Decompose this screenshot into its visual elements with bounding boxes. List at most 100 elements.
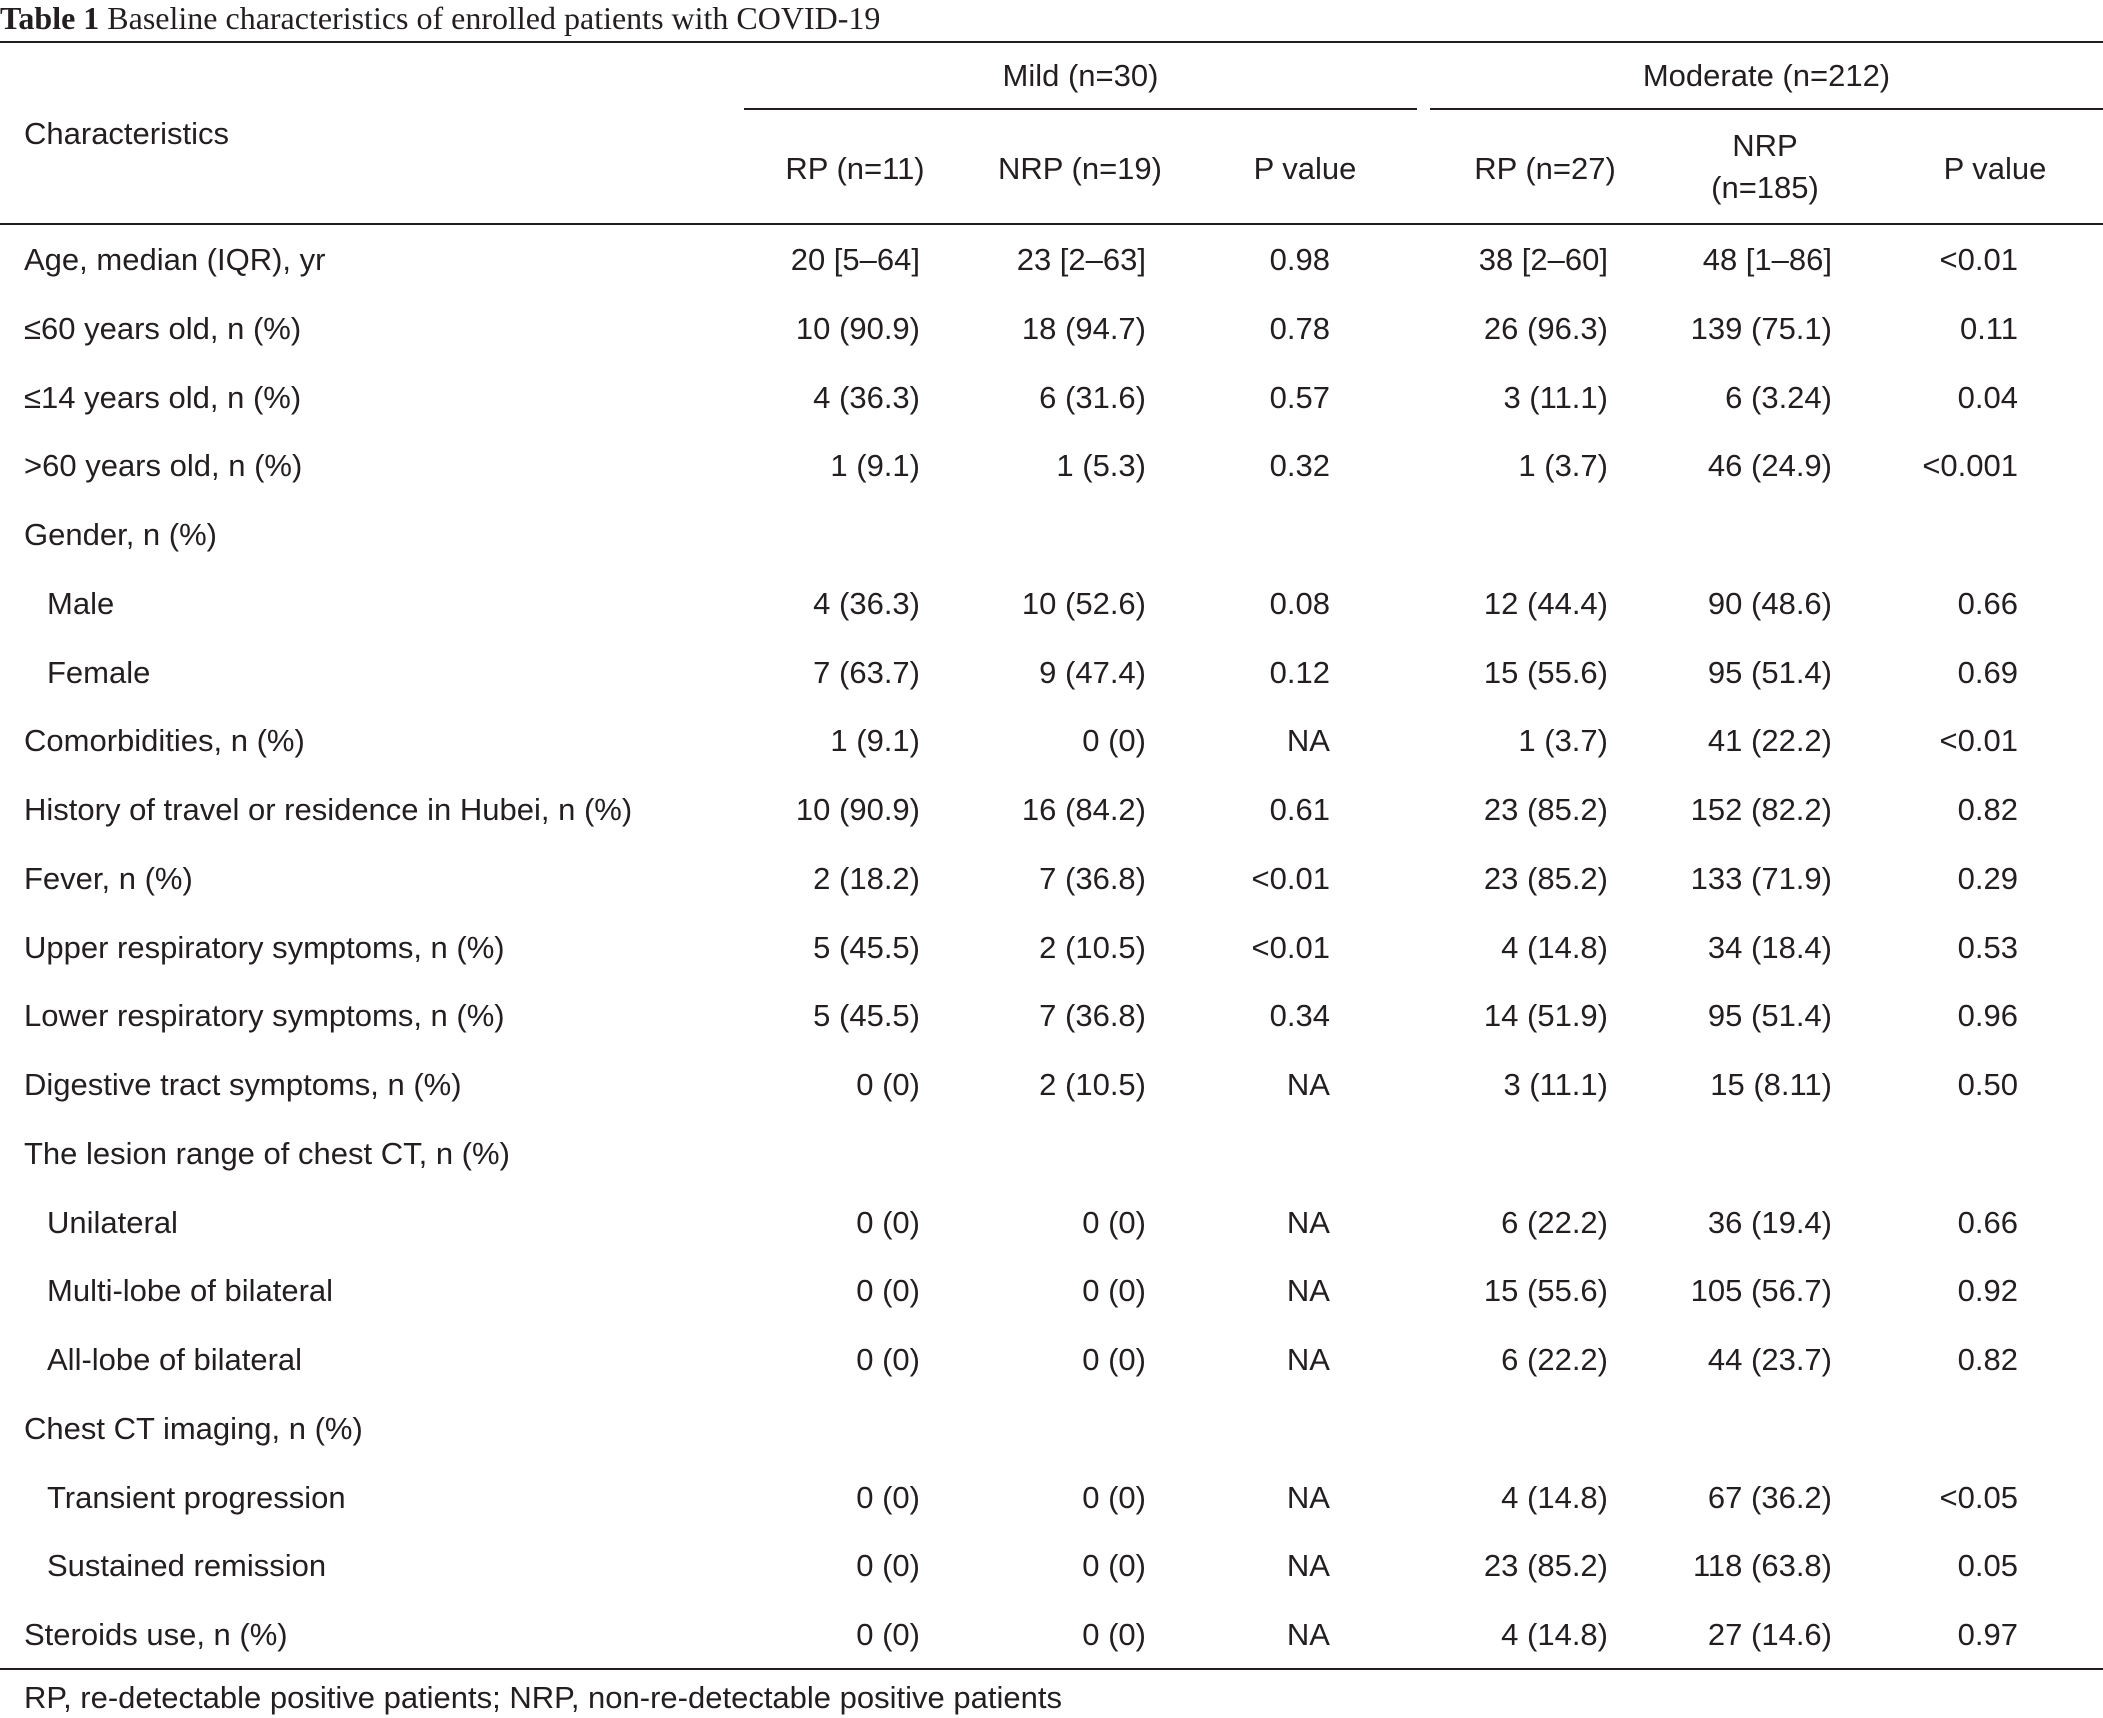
cell-mild-nrp: 6 (31.6) [1039,380,1146,415]
cell-moderate-rp: 15 (55.6) [1483,655,1608,690]
moderate-group-rule [1430,108,2103,110]
cell-mild-rp: 4 (36.3) [813,586,920,621]
row-label: Lower respiratory symptoms, n (%) [24,998,505,1033]
cell-mild-rp: 2 (18.2) [813,861,920,896]
cell-moderate-p: 0.66 [1957,1205,2018,1240]
cell-moderate-rp: 6 (22.2) [1501,1205,1608,1240]
cell-moderate-rp: 4 (14.8) [1501,1617,1608,1652]
cell-moderate-rp: 26 (96.3) [1483,311,1608,346]
cell-mild-nrp: 16 (84.2) [1021,792,1146,827]
cell-mild-p: NA [1286,723,1330,758]
cell-mild-nrp: 2 (10.5) [1039,930,1146,965]
row-label: Fever, n (%) [24,861,193,896]
cell-moderate-nrp: 105 (56.7) [1690,1273,1832,1308]
row-label: Transient progression [47,1480,346,1515]
row-label: Upper respiratory symptoms, n (%) [24,930,505,965]
cell-mild-rp: 4 (36.3) [813,380,920,415]
row-label: The lesion range of chest CT, n (%) [24,1136,510,1171]
table-footnote: RP, re-detectable positive patients; NRP… [24,1680,1062,1715]
row-label: Steroids use, n (%) [24,1617,288,1652]
cell-mild-nrp: 0 (0) [1082,1480,1146,1515]
cell-mild-p: 0.98 [1269,242,1330,277]
cell-moderate-nrp: 152 (82.2) [1690,792,1832,827]
header-mild-p-value: P value [1253,151,1357,186]
row-label: Comorbidities, n (%) [24,723,305,758]
cell-mild-nrp: 0 (0) [1082,1617,1146,1652]
cell-mild-p: 0.57 [1269,380,1330,415]
row-label: >60 years old, n (%) [24,448,303,483]
header-mild-nrp: NRP (n=19) [998,151,1162,186]
header-moderate-nrp-line1: NRP [1732,128,1798,163]
cell-mild-rp: 0 (0) [856,1205,920,1240]
cell-moderate-p: 0.29 [1957,861,2018,896]
cell-mild-p: NA [1286,1548,1330,1583]
cell-moderate-nrp: 36 (19.4) [1707,1205,1832,1240]
cell-moderate-p: 0.69 [1957,655,2018,690]
row-label: Gender, n (%) [24,517,217,552]
table-title: Baseline characteristics of enrolled pat… [107,0,881,36]
row-label: Sustained remission [47,1548,327,1583]
header-bottom-rule [0,223,2103,225]
cell-mild-rp: 0 (0) [856,1548,920,1583]
cell-mild-p: 0.12 [1269,655,1330,690]
cell-moderate-nrp: 139 (75.1) [1690,311,1832,346]
cell-moderate-rp: 3 (11.1) [1503,1067,1608,1102]
cell-mild-p: NA [1286,1205,1330,1240]
row-label: All-lobe of bilateral [47,1342,303,1377]
cell-moderate-rp: 1 (3.7) [1518,448,1608,483]
cell-moderate-p: 0.05 [1957,1548,2018,1583]
table-number: Table 1 [0,0,100,36]
cell-mild-nrp: 7 (36.8) [1039,861,1146,896]
cell-mild-rp: 1 (9.1) [830,723,920,758]
cell-moderate-rp: 14 (51.9) [1483,998,1608,1033]
cell-moderate-nrp: 6 (3.24) [1725,380,1832,415]
cell-mild-p: NA [1286,1342,1330,1377]
cell-moderate-p: <0.05 [1939,1480,2018,1515]
cell-mild-p: 0.32 [1269,448,1330,483]
cell-moderate-p: 0.50 [1957,1067,2018,1102]
cell-moderate-nrp: 133 (71.9) [1690,861,1832,896]
cell-moderate-rp: 38 [2–60] [1478,242,1608,277]
cell-moderate-rp: 12 (44.4) [1483,586,1608,621]
cell-moderate-p: 0.66 [1957,586,2018,621]
cell-moderate-p: <0.01 [1939,242,2018,277]
cell-moderate-p: 0.11 [1959,311,2018,346]
cell-mild-nrp: 2 (10.5) [1039,1067,1146,1102]
row-label: Female [47,655,151,690]
cell-mild-rp: 0 (0) [856,1480,920,1515]
cell-moderate-nrp: 95 (51.4) [1707,998,1832,1033]
cell-mild-nrp: 0 (0) [1082,1342,1146,1377]
cell-moderate-p: <0.01 [1939,723,2018,758]
cell-moderate-nrp: 48 [1–86] [1702,242,1832,277]
row-label: Multi-lobe of bilateral [47,1273,334,1308]
cell-mild-nrp: 0 (0) [1082,723,1146,758]
header-mild-rp: RP (n=11) [785,151,925,186]
cell-mild-p: NA [1286,1617,1330,1652]
cell-mild-p: <0.01 [1251,930,1330,965]
header-group-mild: Mild (n=30) [1002,58,1159,93]
cell-mild-p: 0.78 [1269,311,1330,346]
cell-moderate-rp: 15 (55.6) [1483,1273,1608,1308]
cell-moderate-rp: 3 (11.1) [1503,380,1608,415]
cell-moderate-nrp: 15 (8.11) [1710,1067,1832,1102]
header-moderate-rp: RP (n=27) [1474,151,1616,186]
cell-mild-rp: 10 (90.9) [795,792,920,827]
cell-moderate-nrp: 118 (63.8) [1692,1548,1832,1583]
cell-moderate-rp: 1 (3.7) [1518,723,1608,758]
cell-moderate-p: 0.82 [1957,792,2018,827]
cell-moderate-rp: 23 (85.2) [1483,1548,1608,1583]
table-caption: Table 1 Baseline characteristics of enro… [0,0,880,36]
row-label: ≤14 years old, n (%) [24,380,302,415]
cell-mild-rp: 7 (63.7) [813,655,920,690]
cell-mild-rp: 20 [5–64] [790,242,920,277]
cell-mild-nrp: 1 (5.3) [1056,448,1146,483]
cell-mild-rp: 5 (45.5) [813,930,920,965]
cell-moderate-rp: 23 (85.2) [1483,792,1608,827]
cell-moderate-nrp: 27 (14.6) [1707,1617,1832,1652]
cell-mild-rp: 0 (0) [856,1342,920,1377]
row-label: Male [47,586,115,621]
cell-moderate-p: <0.001 [1922,448,2018,483]
row-label: Digestive tract symptoms, n (%) [24,1067,462,1102]
mild-group-rule [744,108,1417,110]
cell-moderate-p: 0.92 [1957,1273,2018,1308]
